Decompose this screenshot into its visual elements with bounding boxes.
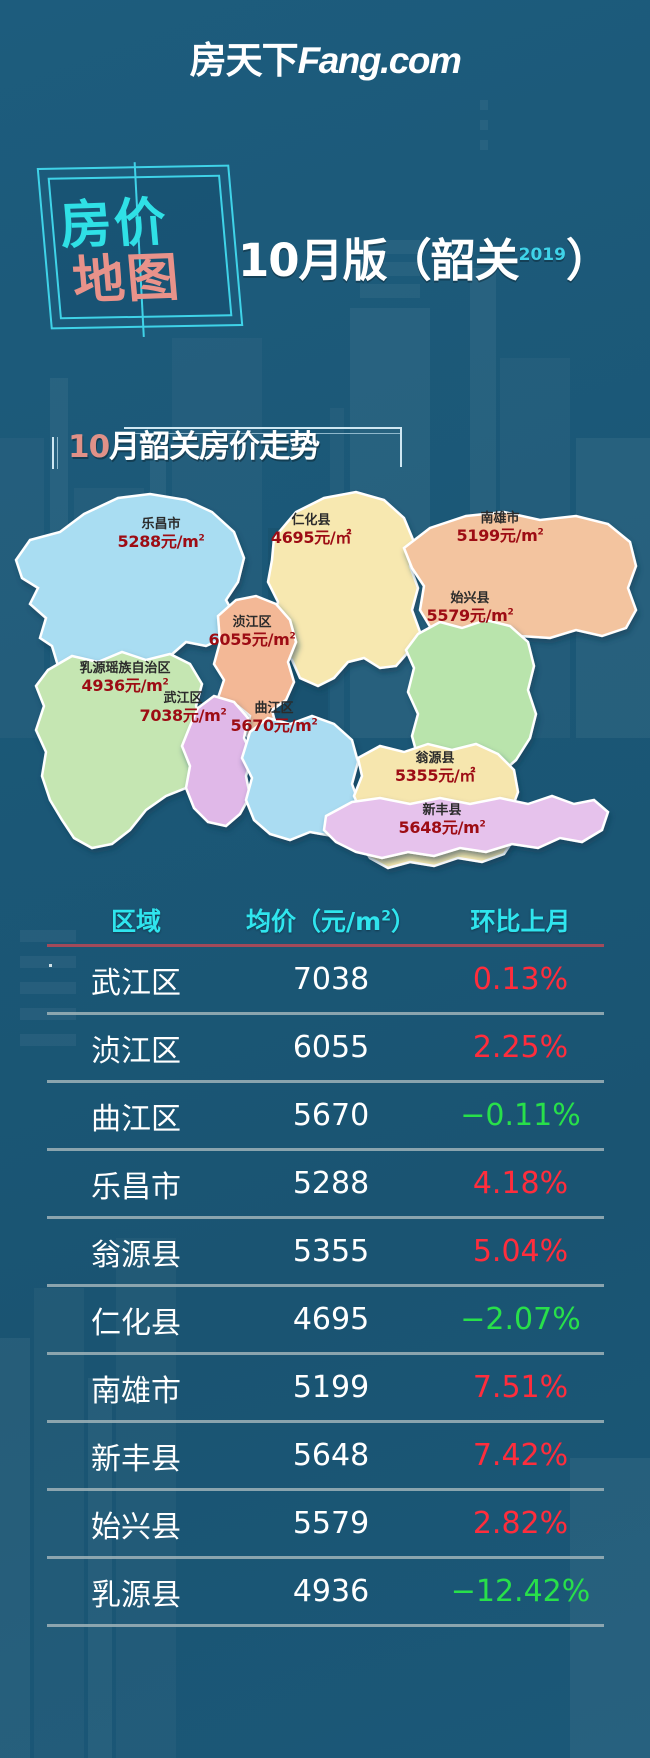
table-row[interactable]: 武江区 7038 0.13% <box>47 947 604 1012</box>
heading-number: 10 <box>68 429 110 465</box>
section-heading: 10月韶关房价走势 <box>52 425 402 469</box>
row-divider <box>47 1148 604 1151</box>
column-header-area: 区域 <box>110 907 161 936</box>
cell-mom: 2.25% <box>472 1030 569 1065</box>
cell-price: 5579 <box>292 1506 370 1541</box>
hero-title-block: 房价 地图 10月版（韶关2019） <box>0 150 650 350</box>
column-header-price: 均价（元/m2） <box>246 907 416 936</box>
map-region-xinfeng[interactable] <box>322 794 610 860</box>
cell-area: 浈江区 <box>91 1033 181 1069</box>
cell-price: 7038 <box>292 962 370 997</box>
heading-top-rule <box>124 427 402 434</box>
cell-price: 6055 <box>292 1030 370 1065</box>
column-header-mom: 环比上月 <box>470 907 571 936</box>
table-row[interactable]: 浈江区 6055 2.25% <box>47 1015 604 1080</box>
row-divider <box>47 1284 604 1287</box>
map-region-wujiang[interactable] <box>180 694 254 828</box>
cell-area: 南雄市 <box>91 1373 181 1409</box>
map-region-lechang[interactable] <box>14 492 246 690</box>
badge-line-1: 房价 <box>57 192 171 257</box>
cell-area: 始兴县 <box>91 1509 181 1545</box>
cell-area: 翁源县 <box>91 1237 181 1273</box>
site-logo: 房天下Fang.com <box>0 42 650 79</box>
table-row[interactable]: 仁化县 4695 −2.07% <box>47 1287 604 1352</box>
cell-price: 5648 <box>292 1438 370 1473</box>
cell-mom: −0.11% <box>460 1098 581 1133</box>
edition-text: 10月版（韶关 <box>238 234 520 287</box>
cell-mom: 7.42% <box>472 1438 569 1473</box>
row-divider <box>47 1216 604 1219</box>
table-header-row: 区域 均价（元/m2） 环比上月 <box>47 902 604 942</box>
heading-right-rule <box>400 427 402 467</box>
table-row[interactable]: 南雄市 5199 7.51% <box>47 1355 604 1420</box>
table-row[interactable]: 乐昌市 5288 4.18% <box>47 1151 604 1216</box>
row-divider <box>47 1624 604 1627</box>
edition-year: 2019 <box>518 245 566 265</box>
heading-text: 10月韶关房价走势 <box>68 429 320 466</box>
cell-mom: 5.04% <box>472 1234 569 1269</box>
price-map: 乐昌市 5288元/m2 仁化县 4695元/㎡ 南雄市 5199元/m2 始兴… <box>0 470 650 890</box>
cell-area: 仁化县 <box>91 1305 181 1341</box>
logo-chinese: 房天下 <box>189 39 299 82</box>
row-divider <box>47 1352 604 1355</box>
cell-mom: −2.07% <box>460 1302 581 1337</box>
table-row[interactable]: 翁源县 5355 5.04% <box>47 1219 604 1284</box>
cell-mom: 2.82% <box>472 1506 569 1541</box>
header-underline <box>47 944 604 947</box>
row-divider <box>47 1556 604 1559</box>
cell-area: 曲江区 <box>91 1101 181 1137</box>
cell-area: 乐昌市 <box>91 1169 181 1205</box>
logo-english: Fang.com <box>297 40 462 81</box>
row-divider <box>47 1488 604 1491</box>
edition-title: 10月版（韶关2019） <box>238 238 611 283</box>
table-row[interactable]: 新丰县 5648 7.42% <box>47 1423 604 1488</box>
edition-close: ） <box>565 234 611 287</box>
row-divider <box>47 1080 604 1083</box>
map-region-ruyuan[interactable] <box>34 650 206 850</box>
decorative-dot <box>49 964 52 967</box>
heading-left-rule <box>52 437 58 469</box>
map-svg <box>14 490 638 870</box>
cell-price: 5355 <box>292 1234 370 1269</box>
row-divider <box>47 1420 604 1423</box>
table-body: 武江区 7038 0.13% 浈江区 6055 2.25% 曲江区 5670 −… <box>47 947 604 1627</box>
cell-mom: 4.18% <box>472 1166 569 1201</box>
row-divider <box>47 1012 604 1015</box>
cell-price: 4695 <box>292 1302 370 1337</box>
fangjia-ditu-badge: 房价 地图 <box>33 154 247 341</box>
cell-price: 5199 <box>292 1370 370 1405</box>
price-table: 区域 均价（元/m2） 环比上月 武江区 7038 0.13% 浈江区 6055… <box>47 902 604 1627</box>
cell-mom: −12.42% <box>450 1574 591 1609</box>
cell-price: 5670 <box>292 1098 370 1133</box>
table-row[interactable]: 曲江区 5670 −0.11% <box>47 1083 604 1148</box>
badge-line-2: 地图 <box>70 247 184 312</box>
cell-mom: 0.13% <box>472 962 569 997</box>
table-row[interactable]: 乳源县 4936 −12.42% <box>47 1559 604 1624</box>
cell-price: 4936 <box>292 1574 370 1609</box>
cell-price: 5288 <box>292 1166 370 1201</box>
cell-area: 武江区 <box>91 965 181 1001</box>
table-row[interactable]: 始兴县 5579 2.82% <box>47 1491 604 1556</box>
cell-area: 乳源县 <box>91 1577 181 1613</box>
cell-mom: 7.51% <box>472 1370 569 1405</box>
cell-area: 新丰县 <box>91 1441 181 1477</box>
heading-rest: 月韶关房价走势 <box>109 429 320 465</box>
